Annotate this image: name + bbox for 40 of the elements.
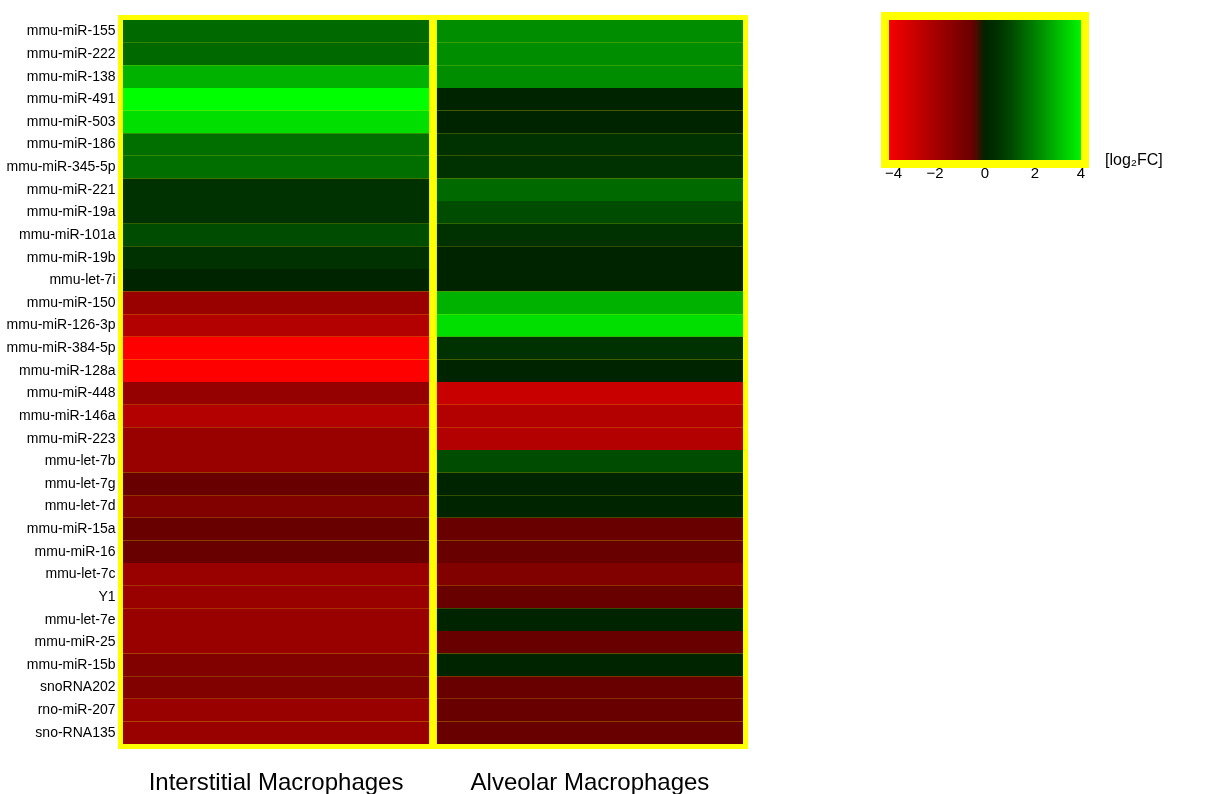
y-tick-label: mmu-miR-146a [19,406,116,423]
y-tick-label: Y1 [98,587,116,604]
y-tick-label: mmu-miR-222 [26,44,116,61]
color-bar-label: −4 [885,164,903,181]
y-tick-label: mmu-miR-128a [19,361,116,378]
x-tick-label: Interstitial Macrophages [148,767,404,794]
y-tick-label: mmu-let-7c [45,565,116,582]
y-tick-label: mmu-miR-491 [26,90,116,107]
x-tick-label: Alveolar Macrophages [470,767,710,794]
color-bar-title: [log₂FC] [1105,151,1163,168]
y-tick-label: mmu-let-7b [44,452,116,469]
y-tick-label: rno-miR-207 [37,701,116,718]
color-bar-label: 2 [1030,164,1040,181]
y-tick-label: mmu-miR-223 [26,429,116,446]
y-tick-label: mmu-let-7e [44,610,116,627]
y-tick-label: mmu-miR-15a [26,520,116,537]
y-tick-label: mmu-miR-126-3p [6,316,116,333]
y-tick-label: mmu-miR-384-5p [6,339,116,356]
y-tick-label: mmu-miR-503 [26,112,116,129]
y-tick-label: mmu-miR-25 [34,633,116,650]
y-tick-label: mmu-miR-101a [19,225,116,242]
color-bar-label: −2 [926,164,944,181]
y-tick-label: mmu-let-7g [44,474,116,491]
y-tick-label: mmu-miR-448 [26,384,116,401]
y-tick-label: snoRNA202 [40,678,116,695]
y-tick-label: mmu-let-7d [44,497,116,514]
y-tick-label: mmu-miR-150 [26,293,116,310]
y-tick-label: mmu-miR-19a [26,203,116,220]
y-tick-label: mmu-miR-15b [26,655,116,672]
color-bar-label: 0 [980,164,990,181]
y-tick-label: sno-RNA135 [35,723,116,740]
y-tick-label: mmu-let-7i [49,271,116,288]
y-tick-label: mmu-miR-221 [26,180,116,197]
y-tick-label: mmu-miR-345-5p [6,158,116,175]
y-tick-label: mmu-miR-186 [26,135,116,152]
y-tick-label: mmu-miR-16 [34,542,116,559]
y-tick-label: mmu-miR-19b [26,248,116,265]
color-bar-label: 4 [1076,164,1085,181]
y-tick-label: mmu-miR-155 [26,22,116,39]
y-tick-label: mmu-miR-138 [26,67,116,84]
